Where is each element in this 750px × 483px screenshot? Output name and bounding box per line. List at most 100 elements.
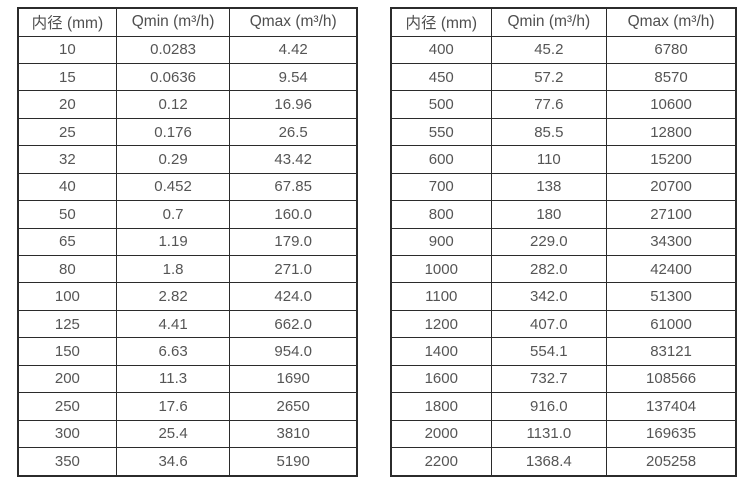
table-cell: 250: [17, 392, 117, 421]
table-cell: 25: [17, 117, 117, 147]
table-cell: 1100: [390, 282, 492, 311]
table-cell: 6.63: [115, 337, 231, 366]
table-cell: 350: [17, 447, 117, 477]
table-cell: 1.8: [115, 254, 231, 284]
table-cell: 11.3: [115, 364, 231, 394]
table-cell: 300: [17, 419, 117, 449]
table-row: 400 45.2 6780: [390, 35, 737, 64]
table-cell: 50: [17, 200, 117, 229]
table-cell: 16.96: [229, 90, 358, 119]
table-cell: 51300: [606, 282, 737, 311]
table-cell: 6780: [606, 35, 737, 64]
table-row: 300 25.4 3810: [17, 419, 358, 449]
table-row: 50 0.7 160.0: [17, 200, 358, 229]
table-cell: 600: [390, 145, 492, 174]
table-cell: 342.0: [490, 282, 608, 311]
table-cell: 40: [17, 172, 117, 202]
table-cell: 1368.4: [490, 447, 608, 477]
table-cell: 77.6: [490, 90, 608, 119]
table-cell: 662.0: [229, 309, 358, 339]
table-cell: 500: [390, 90, 492, 119]
table-cell: 954.0: [229, 337, 358, 366]
column-header: Qmin (m³/h): [115, 7, 231, 37]
table-cell: 0.452: [115, 172, 231, 202]
table-row: 1800 916.0 137404: [390, 392, 737, 421]
table-cell: 17.6: [115, 392, 231, 421]
table-cell: 61000: [606, 309, 737, 339]
table-header: 内径 (mm) Qmin (m³/h) Qmax (m³/h): [17, 7, 358, 37]
table-row: 350 34.6 5190: [17, 447, 358, 477]
table-row: 800 180 27100: [390, 200, 737, 229]
table-cell: 20700: [606, 172, 737, 202]
table-row: 65 1.19 179.0: [17, 227, 358, 257]
table-cell: 400: [390, 35, 492, 64]
table-row: 700 138 20700: [390, 172, 737, 202]
table-cell: 57.2: [490, 62, 608, 92]
table-cell: 1600: [390, 364, 492, 394]
header-row: 内径 (mm) Qmin (m³/h) Qmax (m³/h): [390, 7, 737, 37]
table-cell: 169635: [606, 419, 737, 449]
table-cell: 3810: [229, 419, 358, 449]
table-row: 2000 1131.0 169635: [390, 419, 737, 449]
column-header: Qmin (m³/h): [490, 7, 608, 37]
flow-rate-table-small-diameters: 内径 (mm) Qmin (m³/h) Qmax (m³/h) 10 0.0283 4.…: [17, 7, 358, 477]
table-cell: 2.82: [115, 282, 231, 311]
table-cell: 67.85: [229, 172, 358, 202]
table-row: 250 17.6 2650: [17, 392, 358, 421]
table-cell: 0.0636: [115, 62, 231, 92]
table-cell: 32: [17, 145, 117, 174]
table-cell: 4.41: [115, 309, 231, 339]
table-row: 125 4.41 662.0: [17, 309, 358, 339]
table-cell: 1131.0: [490, 419, 608, 449]
table-cell: 110: [490, 145, 608, 174]
table-row: 200 11.3 1690: [17, 364, 358, 394]
table-cell: 0.7: [115, 200, 231, 229]
table-body: 10 0.0283 4.42 15 0.0636 9.54 20 0.12 16.96 25 0.1…: [17, 35, 358, 477]
table-row: 1400 554.1 83121: [390, 337, 737, 366]
table-cell: 15: [17, 62, 117, 92]
column-header: Qmax (m³/h): [606, 7, 737, 37]
table-cell: 100: [17, 282, 117, 311]
table-row: 500 77.6 10600: [390, 90, 737, 119]
table-cell: 179.0: [229, 227, 358, 257]
table-row: 1600 732.7 108566: [390, 364, 737, 394]
table-row: 32 0.29 43.42: [17, 145, 358, 174]
header-row: 内径 (mm) Qmin (m³/h) Qmax (m³/h): [17, 7, 358, 37]
table-row: 1200 407.0 61000: [390, 309, 737, 339]
table-cell: 554.1: [490, 337, 608, 366]
table-cell: 732.7: [490, 364, 608, 394]
table-cell: 205258: [606, 447, 737, 477]
table-cell: 15200: [606, 145, 737, 174]
table-cell: 1800: [390, 392, 492, 421]
table-cell: 42400: [606, 254, 737, 284]
table-cell: 916.0: [490, 392, 608, 421]
table-row: 25 0.176 26.5: [17, 117, 358, 147]
table-cell: 27100: [606, 200, 737, 229]
table-cell: 200: [17, 364, 117, 394]
table-cell: 4.42: [229, 35, 358, 64]
table-cell: 180: [490, 200, 608, 229]
table-row: 1000 282.0 42400: [390, 254, 737, 284]
table-cell: 10: [17, 35, 117, 64]
table-cell: 0.176: [115, 117, 231, 147]
table-row: 2200 1368.4 205258: [390, 447, 737, 477]
table-row: 80 1.8 271.0: [17, 254, 358, 284]
table-cell: 800: [390, 200, 492, 229]
table-cell: 450: [390, 62, 492, 92]
table-cell: 2000: [390, 419, 492, 449]
table-cell: 407.0: [490, 309, 608, 339]
table-cell: 229.0: [490, 227, 608, 257]
table-cell: 2200: [390, 447, 492, 477]
table-cell: 80: [17, 254, 117, 284]
column-header: 内径 (mm): [390, 7, 492, 37]
table-cell: 125: [17, 309, 117, 339]
table-cell: 5190: [229, 447, 358, 477]
table-cell: 26.5: [229, 117, 358, 147]
column-header: Qmax (m³/h): [229, 7, 358, 37]
table-cell: 2650: [229, 392, 358, 421]
table-cell: 10600: [606, 90, 737, 119]
table-cell: 550: [390, 117, 492, 147]
table-cell: 0.0283: [115, 35, 231, 64]
table-cell: 137404: [606, 392, 737, 421]
